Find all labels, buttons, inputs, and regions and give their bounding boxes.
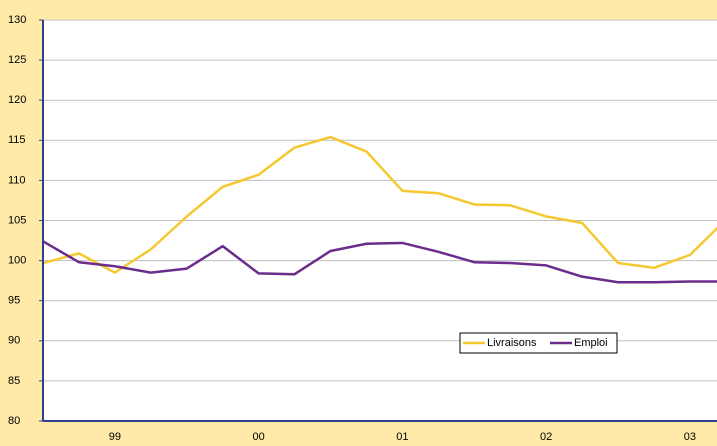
y-tick-label: 105 [8,214,26,226]
y-tick-label: 90 [8,335,20,347]
legend: Livraisons Emploi [459,332,618,354]
x-tick-label: 01 [396,431,408,443]
y-tick-label: 130 [8,14,26,26]
y-tick-label: 80 [8,415,20,427]
y-tick-label: 100 [8,255,26,267]
legend-label: Emploi [574,337,608,349]
y-tick-label: 110 [8,174,26,186]
y-tick-label: 95 [8,295,20,307]
y-tick-label: 125 [8,54,26,66]
x-tick-label: 00 [253,431,265,443]
y-tick-label: 120 [8,94,26,106]
x-tick-label: 02 [540,431,552,443]
x-tick-label: 99 [109,431,121,443]
y-tick-label: 115 [8,134,26,146]
x-tick-label: 03 [684,431,696,443]
legend-label: Livraisons [487,337,537,349]
legend-box [459,332,618,354]
series-line [43,135,717,274]
y-tick-label: 85 [8,375,20,387]
series-line [43,240,717,284]
